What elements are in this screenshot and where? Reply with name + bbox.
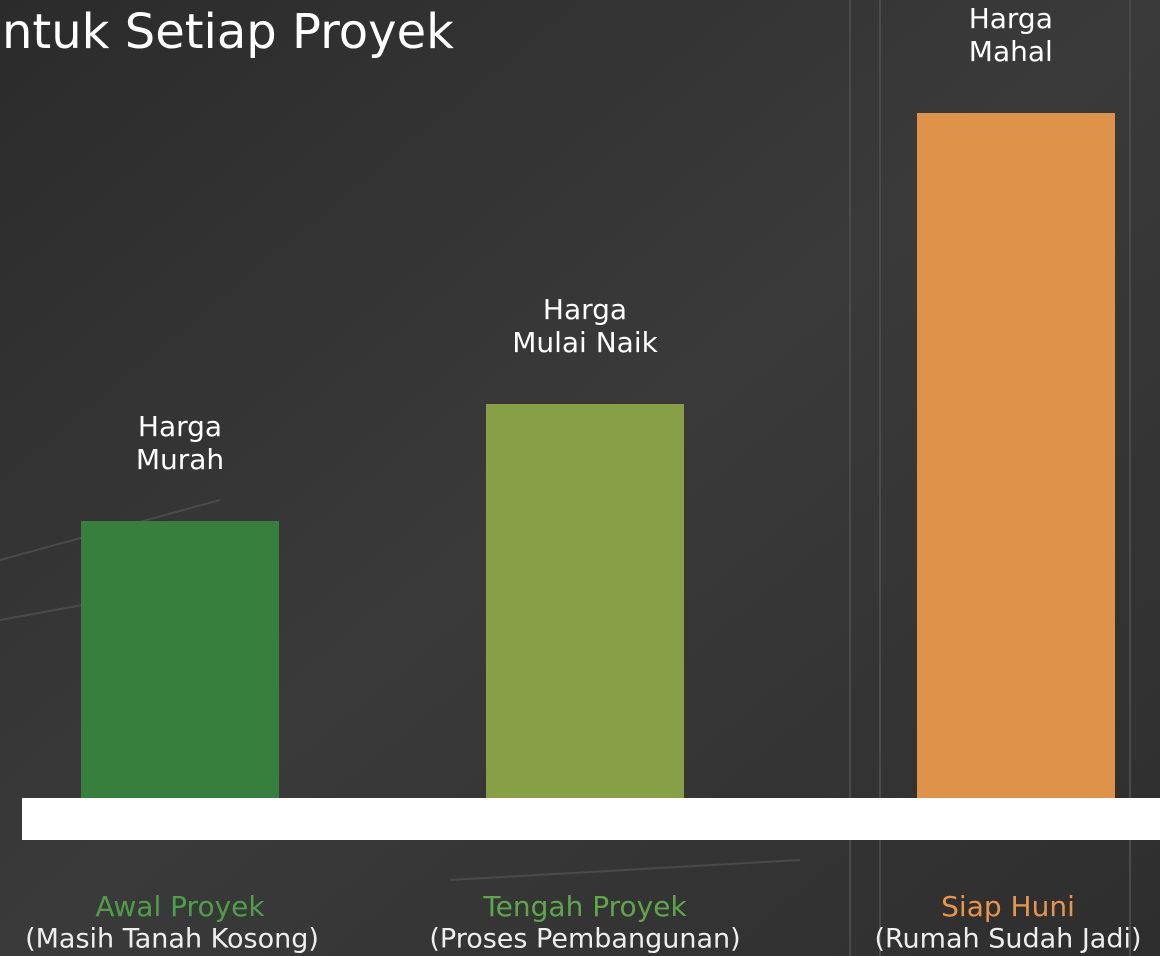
value-label: Harga	[543, 293, 627, 326]
page: {"chart_data": {"type": "bar", "title": …	[0, 0, 1160, 956]
chart-title: ntuk Setiap Proyek	[2, 4, 454, 60]
bar	[917, 113, 1115, 798]
bar	[81, 521, 279, 798]
category-note: (Proses Pembangunan)	[429, 924, 740, 955]
category-note: (Masih Tanah Kosong)	[25, 924, 319, 955]
category-label: Awal Proyek	[95, 890, 265, 923]
chart: ntuk Setiap Proyek HargaMurahAwal Proyek…	[0, 0, 1160, 956]
bar	[486, 404, 684, 798]
baseline-band	[22, 798, 1160, 840]
category-label: Tengah Proyek	[482, 890, 687, 923]
value-label: Harga	[969, 2, 1053, 35]
value-label: Mahal	[969, 35, 1053, 68]
category-note: (Rumah Sudah Jadi)	[874, 924, 1141, 955]
value-label: Harga	[138, 410, 222, 443]
value-label: Mulai Naik	[512, 326, 658, 359]
value-label: Murah	[136, 443, 224, 476]
category-label: Siap Huni	[941, 890, 1075, 923]
